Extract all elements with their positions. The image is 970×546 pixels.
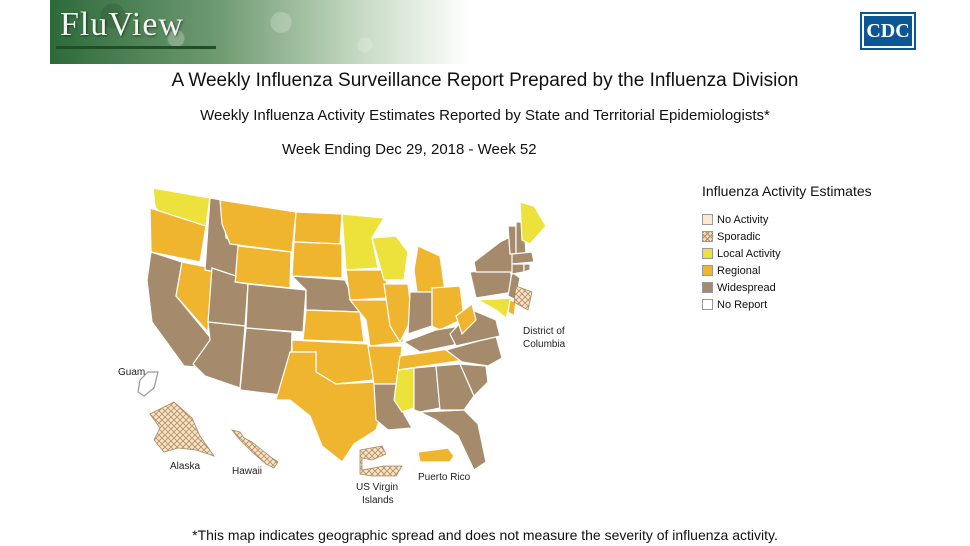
legend-swatch [702, 231, 713, 242]
legend-item: Widespread [702, 279, 781, 296]
legend-item: No Report [702, 296, 781, 313]
state-massachusetts[interactable] [511, 251, 535, 265]
logo-underline [56, 46, 216, 49]
state-florida[interactable] [417, 409, 487, 471]
usvi-label-line2: Islands [362, 495, 394, 506]
dc-label-line1: District of [523, 326, 565, 337]
state-nevada[interactable] [175, 261, 213, 334]
week-label: Week Ending Dec 29, 2018 - Week 52 [282, 141, 537, 158]
state-district-of-columbia[interactable] [513, 285, 533, 311]
state-maine[interactable] [519, 201, 547, 245]
state-rhode-island[interactable] [523, 263, 531, 273]
legend-swatch [702, 265, 713, 276]
state-colorado[interactable] [245, 283, 307, 333]
state-illinois[interactable] [383, 283, 413, 344]
state-alabama[interactable] [413, 365, 441, 413]
legend-item: Regional [702, 262, 781, 279]
state-hawaii[interactable] [230, 429, 279, 469]
legend-swatch [702, 299, 713, 310]
report-subtitle: Weekly Influenza Activity Estimates Repo… [200, 107, 770, 124]
guam-label: Guam [118, 367, 145, 378]
state-south-carolina[interactable] [459, 363, 489, 398]
report-title: A Weekly Influenza Surveillance Report P… [171, 70, 799, 91]
legend-label: Widespread [717, 281, 776, 294]
hawaii-label: Hawaii [232, 466, 262, 477]
puerto-rico-label: Puerto Rico [418, 472, 471, 483]
state-alaska[interactable] [149, 401, 216, 457]
state-arizona[interactable] [192, 321, 246, 389]
legend-label: No Report [717, 298, 768, 311]
state-maryland[interactable] [475, 297, 513, 320]
state-wisconsin[interactable] [371, 235, 409, 281]
state-us-virgin-islands[interactable] [359, 445, 403, 477]
dc-label-line2: Columbia [523, 339, 566, 350]
state-south-dakota[interactable] [291, 241, 343, 279]
state-ohio[interactable] [431, 285, 465, 331]
banner-texture [50, 0, 470, 64]
alaska-label: Alaska [170, 461, 200, 472]
legend-swatch [702, 282, 713, 293]
legend-label: Sporadic [717, 230, 761, 243]
state-wyoming[interactable] [234, 245, 292, 289]
legend-item: Local Activity [702, 245, 781, 262]
fluview-banner: FluView [50, 0, 470, 64]
state-minnesota[interactable] [341, 213, 386, 271]
legend-item: Sporadic [702, 228, 781, 245]
legend-swatch [702, 214, 713, 225]
cdc-logo-text: CDC [866, 20, 910, 42]
state-kansas[interactable] [302, 309, 365, 343]
state-mississippi[interactable] [393, 367, 415, 413]
state-connecticut[interactable] [511, 263, 525, 275]
state-montana[interactable] [219, 199, 297, 253]
state-west-virginia[interactable] [455, 302, 477, 336]
state-indiana[interactable] [407, 291, 433, 335]
fluview-logo: FluView [60, 6, 184, 43]
cdc-logo[interactable]: CDC [860, 12, 916, 50]
state-vermont[interactable] [507, 225, 517, 255]
legend-label: Regional [717, 264, 761, 277]
state-puerto-rico[interactable] [417, 447, 455, 463]
usvi-label-line1: US Virgin [356, 482, 398, 493]
legend-item: No Activity [702, 211, 781, 228]
legend: No Activity Sporadic Local Activity Regiona… [702, 211, 781, 313]
footnote: *This map indicates geographic spread an… [192, 527, 778, 543]
state-guam[interactable] [137, 371, 159, 397]
legend-title: Influenza Activity Estimates [702, 183, 872, 199]
state-texas[interactable] [275, 351, 387, 463]
legend-label: Local Activity [717, 247, 781, 260]
state-oregon[interactable] [149, 207, 207, 263]
legend-swatch [702, 248, 713, 259]
legend-label: No Activity [717, 213, 769, 226]
state-north-dakota[interactable] [293, 211, 343, 245]
